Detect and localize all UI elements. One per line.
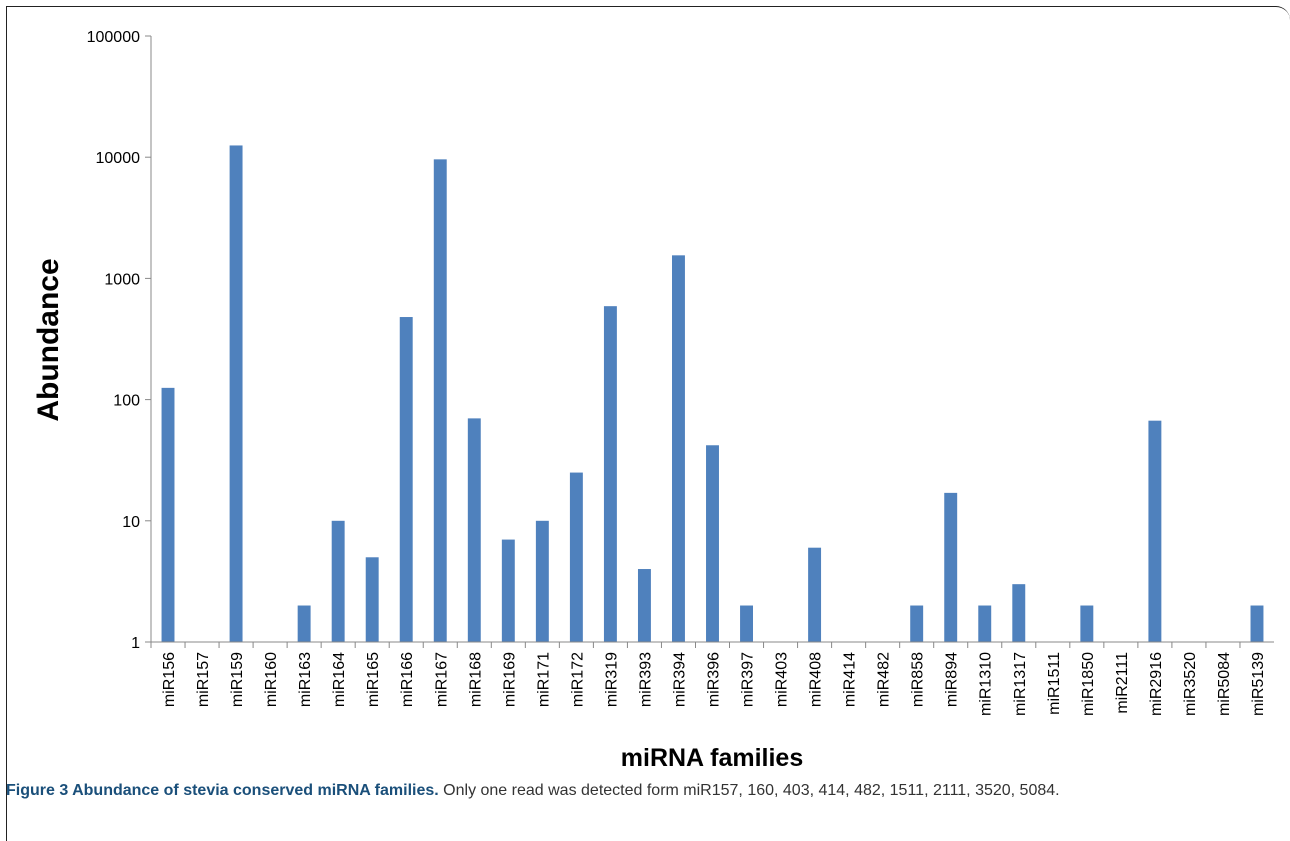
caption-text: Only one read was detected form miR157, … <box>438 782 1060 799</box>
x-tick-label: miR164 <box>331 652 348 707</box>
bar <box>808 547 822 642</box>
x-tick-label: miR482 <box>876 652 893 707</box>
x-tick-label: miR165 <box>365 652 382 707</box>
x-tick-label: miR858 <box>910 652 927 707</box>
bar <box>603 306 617 642</box>
x-tick-label: miR3520 <box>1182 652 1199 716</box>
x-tick-label: miR5084 <box>1216 652 1233 716</box>
y-tick-label: 10 <box>122 514 140 531</box>
y-tick-label: 1000 <box>104 271 140 288</box>
bar <box>535 520 549 642</box>
x-tick-label: miR408 <box>808 652 825 707</box>
bar <box>331 520 345 642</box>
bar <box>365 557 379 642</box>
bar <box>297 605 311 642</box>
x-tick-label: miR894 <box>944 652 961 707</box>
x-tick-label: miR159 <box>229 652 246 707</box>
bar <box>1080 605 1094 642</box>
bar <box>229 145 243 642</box>
bar <box>569 472 583 642</box>
bar <box>161 387 175 642</box>
bar <box>910 605 924 642</box>
x-tick-label: miR157 <box>195 652 212 707</box>
x-tick-label: miR396 <box>706 652 723 707</box>
x-tick-label: miR1511 <box>1046 652 1063 715</box>
figure-caption: Figure 3 Abundance of stevia conserved m… <box>6 780 1276 802</box>
x-tick-label: miR319 <box>603 652 620 707</box>
x-tick-label: miR167 <box>433 652 450 707</box>
bar <box>637 569 651 642</box>
caption-title: Figure 3 Abundance of stevia conserved m… <box>6 782 439 799</box>
x-tick-label: miR163 <box>297 652 314 707</box>
x-axis-category-labels: miR156 miR157 miR159 miR160 miR163 miR164 miR1… <box>150 642 1267 716</box>
x-tick-label: miR172 <box>569 652 586 707</box>
x-tick-label: miR393 <box>637 652 654 707</box>
x-tick-label: miR2916 <box>1148 652 1165 716</box>
y-tick-label: 100000 <box>87 29 140 46</box>
bar <box>501 539 515 642</box>
bar <box>944 492 958 642</box>
x-tick-label: miR414 <box>842 652 859 707</box>
x-axis-title: miRNA families <box>621 744 803 772</box>
y-axis-ticks: 1 10 100 1000 10000 100000 <box>87 29 151 652</box>
bar <box>740 605 753 642</box>
x-tick-label: miR1310 <box>978 652 995 716</box>
bar <box>399 317 413 642</box>
bar <box>467 418 481 642</box>
bar <box>1012 584 1026 642</box>
x-tick-label: miR394 <box>671 652 688 707</box>
bar <box>433 159 447 642</box>
bar <box>706 445 719 642</box>
y-tick-label: 100 <box>113 393 140 410</box>
bar-chart: 1 10 100 1000 10000 100000 miR156 miR157 miR159… <box>32 29 1274 772</box>
x-tick-label: miR1850 <box>1080 652 1097 716</box>
x-tick-label: miR168 <box>467 652 484 707</box>
x-tick-label: miR169 <box>501 652 518 707</box>
x-tick-label: miR2111 <box>1114 652 1131 714</box>
x-tick-label: miR1317 <box>1012 652 1029 716</box>
bar <box>1148 420 1162 642</box>
x-tick-label: miR397 <box>740 652 757 707</box>
x-tick-label: miR156 <box>161 652 178 707</box>
bar <box>978 605 992 642</box>
bar <box>1250 605 1264 642</box>
bars <box>161 145 1264 643</box>
x-tick-label: miR171 <box>535 652 552 707</box>
x-tick-label: miR160 <box>263 652 280 707</box>
figure-frame <box>6 6 1290 841</box>
x-tick-label: miR166 <box>399 652 416 707</box>
x-tick-label: miR5139 <box>1250 652 1267 716</box>
bar <box>672 255 685 643</box>
y-tick-label: 1 <box>131 635 140 652</box>
y-axis-title: Abundance <box>32 258 65 421</box>
x-tick-label: miR403 <box>774 652 791 707</box>
y-tick-label: 10000 <box>96 150 141 167</box>
